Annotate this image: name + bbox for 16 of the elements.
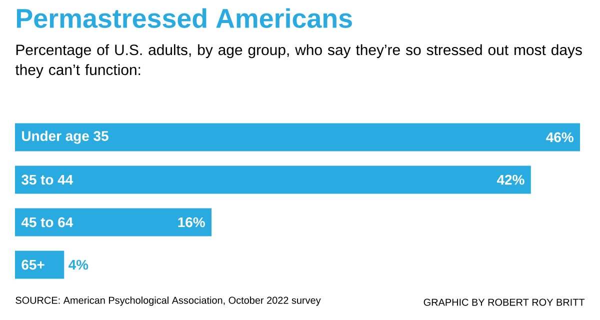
bar	[15, 166, 531, 194]
data-label: 16%	[178, 217, 205, 228]
text: GRAPHIC BY ROBERT ROY BRITT	[424, 298, 585, 306]
bar	[15, 208, 212, 236]
y-tick-label: 65+	[22, 260, 44, 270]
data-label: 42%	[496, 174, 524, 185]
bar	[15, 123, 580, 152]
y-tick-label: 35 to 44	[22, 174, 74, 185]
chart-title: Permastressed Americans	[17, 8, 352, 28]
bar	[15, 250, 64, 279]
y-tick-label: Under age 35	[22, 130, 108, 144]
source-note: SOURCE: American Psychological Association, October 2022 survey	[16, 296, 321, 306]
chart-subtitle: Percentage of U.S. adults, by age group, who say they’re so stressed out most days they can’t function:	[15, 44, 582, 78]
data-label: 46%	[546, 132, 574, 142]
y-tick-label: 45 to 64	[21, 217, 74, 228]
data-label: 4%	[68, 260, 88, 270]
